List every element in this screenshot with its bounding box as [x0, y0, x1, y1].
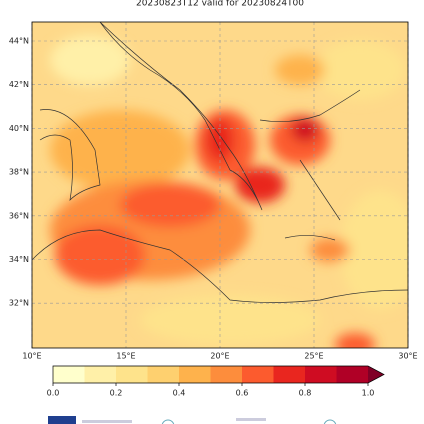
coastline: [284, 235, 336, 241]
lat-label: 32°N: [9, 299, 29, 308]
colorbar-tick-label: 0.0: [47, 389, 60, 398]
colorbar-bin: [210, 366, 243, 383]
colorbar: 0.0 0.2 0.4 0.6 0.8 1.0: [47, 365, 385, 398]
colorbar-bin: [179, 366, 211, 383]
colorbar-bin: [147, 366, 180, 383]
lat-label: 36°N: [9, 211, 29, 220]
colorbar-bin: [53, 366, 85, 383]
colorbar-tick-label: 0.2: [110, 389, 123, 398]
map-title: 20230823T12 valid for 20230824T00: [136, 0, 304, 9]
lat-label: 44°N: [9, 37, 29, 46]
lon-label: 30°E: [398, 352, 417, 361]
coastline: [39, 109, 101, 202]
colorbar-extension: [368, 366, 384, 383]
colorbar-bin: [84, 366, 117, 383]
colorbar-bin: [242, 366, 274, 383]
lat-label: 34°N: [9, 255, 29, 264]
coastline: [99, 22, 263, 211]
colorbar-bin: [273, 366, 306, 383]
lon-label: 10°E: [22, 352, 41, 361]
colorbar-bin: [116, 366, 148, 383]
field: [32, 22, 408, 348]
colorbar-tick-label: 1.0: [362, 389, 375, 398]
logo: [323, 419, 337, 424]
lon-label: 15°E: [116, 352, 135, 361]
lat-label: 42°N: [9, 80, 29, 89]
colorbar-tick-label: 0.8: [299, 389, 312, 398]
colorbar-bin: [336, 366, 369, 383]
colorbar-bin: [305, 366, 337, 383]
logo: [236, 418, 266, 421]
logo: [161, 419, 175, 424]
coastline: [32, 229, 408, 303]
logo: [82, 420, 132, 423]
coastline: [259, 89, 361, 221]
lon-label: 25°E: [304, 352, 323, 361]
logo: [48, 416, 76, 424]
lat-label: 38°N: [9, 168, 29, 177]
map-frame: [31, 21, 409, 349]
colorbar-tick-label: 0.6: [236, 389, 249, 398]
logos: [48, 416, 337, 424]
lon-label: 20°E: [210, 352, 229, 361]
colorbar-tick-label: 0.4: [173, 389, 186, 398]
lat-label: 40°N: [9, 124, 29, 133]
colorbar-outline: [52, 365, 385, 384]
